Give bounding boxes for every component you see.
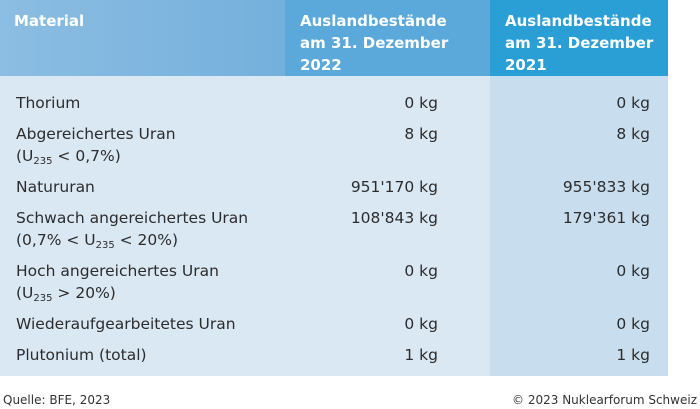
material-note: (0,7% < U235 < 20%) [16,229,271,251]
material-note: (U235 < 0,7%) [16,145,271,167]
material-name: Wiederaufgearbeitetes Uran [16,315,236,333]
material-name: Thorium [16,94,81,112]
table-body: Thorium 0 kg 0 kg Abgereichertes Uran (U235 … [0,76,668,376]
table-row: Abgereichertes Uran (U235 < 0,7%) 8 kg 8 kg [0,118,668,171]
value-2021: 0 kg [490,255,668,308]
value-2022: 0 kg [285,308,490,339]
material-name: Plutonium (total) [16,346,147,364]
value-2022: 0 kg [285,255,490,308]
value-2021: 179'361 kg [490,202,668,255]
note-text: < 20%) [114,231,179,249]
material-cell: Plutonium (total) [0,339,285,376]
material-name: Hoch angereichertes Uran [16,262,219,280]
material-cell: Hoch angereichertes Uran (U235 > 20%) [0,255,285,308]
copyright: © 2023 Nuklearforum Schweiz [512,393,697,407]
header-cell: Auslandbestände am 31. Dezember 2021 [490,0,668,76]
material-cell: Natururan [0,171,285,202]
value-2021: 955'833 kg [490,171,668,202]
material-name: Abgereichertes Uran [16,125,176,143]
note-text: (U [16,284,34,302]
table-row: Plutonium (total) 1 kg 1 kg [0,339,668,376]
table-row: Schwach angereichertes Uran (0,7% < U235 … [0,202,668,255]
material-cell: Wiederaufgearbeitetes Uran [0,308,285,339]
note-subscript: 235 [33,156,53,167]
header-cell: Material [0,0,285,76]
note-text: (0,7% < U [16,231,96,249]
table-row: Wiederaufgearbeitetes Uran 0 kg 0 kg [0,308,668,339]
note-subscript: 235 [33,293,53,304]
header-cell: Auslandbestände am 31. Dezember 2022 [285,0,490,76]
value-2022: 1 kg [285,339,490,376]
value-2021: 8 kg [490,118,668,171]
value-2021: 1 kg [490,339,668,376]
material-name: Schwach angereichertes Uran [16,209,249,227]
value-2022: 951'170 kg [285,171,490,202]
material-note: (U235 > 20%) [16,282,271,304]
value-2022: 108'843 kg [285,202,490,255]
source: Quelle: BFE, 2023 [3,393,111,407]
value-2022: 8 kg [285,118,490,171]
note-text: < 0,7%) [52,147,121,165]
note-subscript: 235 [95,240,115,251]
table-row: Natururan 951'170 kg 955'833 kg [0,171,668,202]
material-name: Natururan [16,178,95,196]
material-cell: Thorium [0,76,285,118]
value-2021: 0 kg [490,308,668,339]
note-text: (U [16,147,34,165]
value-2021: 0 kg [490,76,668,118]
table: Material Auslandbestände am 31. Dezember… [0,0,668,376]
note-text: > 20%) [52,284,116,302]
table-row: Hoch angereichertes Uran (U235 > 20%) 0 kg… [0,255,668,308]
value-2022: 0 kg [285,76,490,118]
material-cell: Schwach angereichertes Uran (0,7% < U235 … [0,202,285,255]
material-cell: Abgereichertes Uran (U235 < 0,7%) [0,118,285,171]
table-row: Thorium 0 kg 0 kg [0,76,668,118]
